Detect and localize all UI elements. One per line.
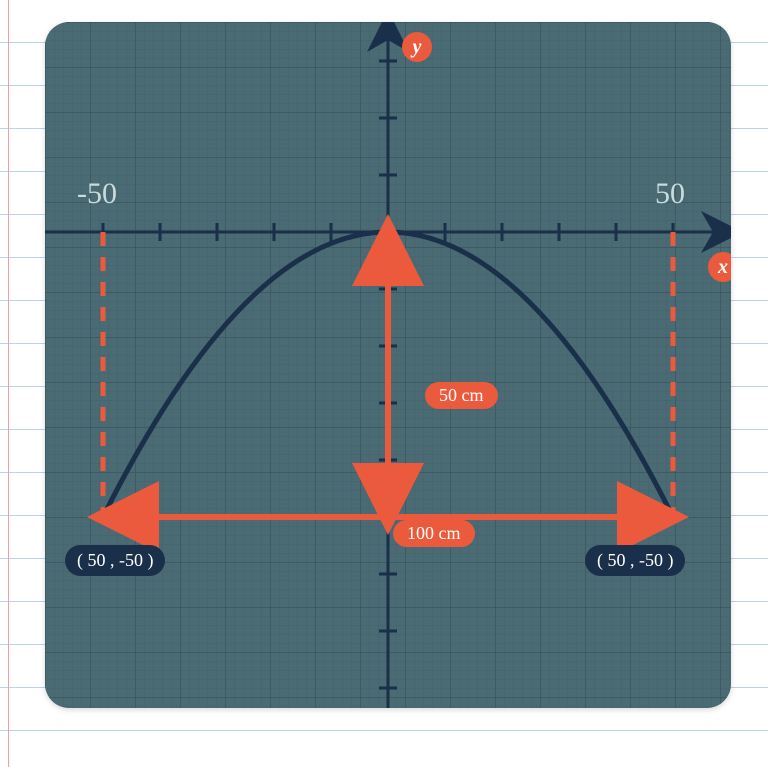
tick-label-pos50: 50	[655, 177, 685, 211]
horizontal-measure-label: 100 cm	[393, 520, 475, 547]
chart-svg	[45, 22, 731, 708]
tick-label-neg50: -50	[77, 177, 117, 211]
paper-margin-line	[8, 0, 9, 767]
vertical-measure-label: 50 cm	[425, 382, 498, 409]
x-axis-label: x	[718, 256, 728, 279]
y-axis-label-badge: y	[402, 32, 432, 62]
y-axis-label: y	[413, 36, 422, 59]
chart-container: y x -50 50 50 cm 100 cm ( 50 , -50 ) ( 5…	[45, 22, 731, 708]
coord-label-left: ( 50 , -50 )	[65, 545, 165, 576]
x-axis-label-badge: x	[708, 252, 731, 282]
coord-label-right: ( 50 , -50 )	[585, 545, 685, 576]
